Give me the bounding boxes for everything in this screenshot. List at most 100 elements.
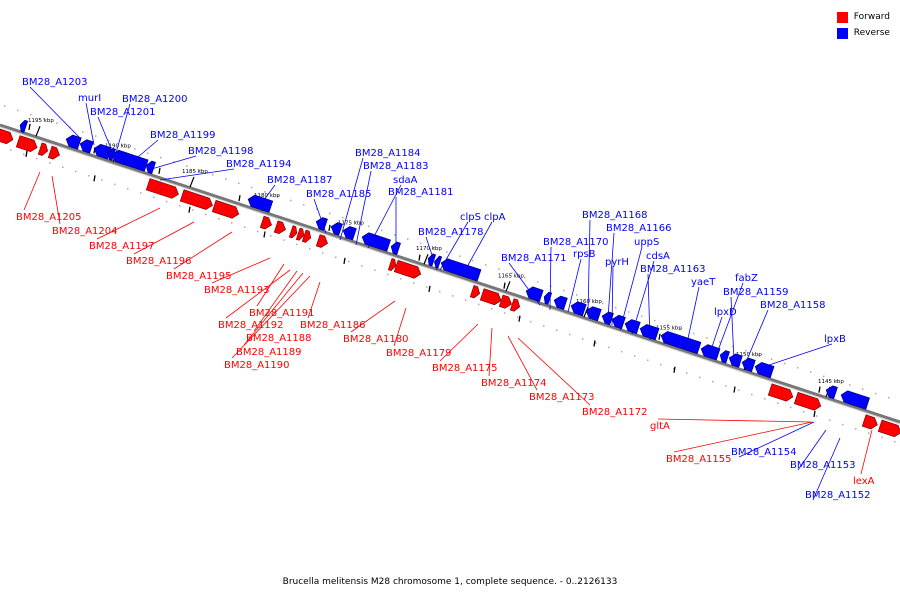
forward-gene-label: BM28_A1180 xyxy=(343,334,409,345)
track-dash xyxy=(343,257,346,264)
reverse-gene-arrow xyxy=(111,149,149,172)
reverse-gene-label: BM28_A1178 xyxy=(418,227,484,238)
leader-line xyxy=(393,307,407,347)
leader-line xyxy=(97,116,113,152)
track-dot xyxy=(498,268,500,270)
track-dot xyxy=(179,205,181,207)
track-dot xyxy=(173,161,175,163)
track-dot xyxy=(667,324,669,326)
leader-line xyxy=(23,171,41,211)
track-dot xyxy=(803,410,805,413)
legend-reverse-label: Reverse xyxy=(853,28,890,38)
reverse-gene-arrow xyxy=(315,217,328,231)
track-dot xyxy=(95,135,97,137)
forward-gene-arrow xyxy=(877,419,900,438)
track-dot xyxy=(82,131,84,133)
track-dot xyxy=(277,195,279,197)
track-dot xyxy=(517,316,519,319)
scale-tick-label: 1170 kbp xyxy=(416,246,442,252)
track-dot xyxy=(849,384,851,386)
track-dot xyxy=(725,385,727,387)
scale-tick-label: 1175 kbp xyxy=(338,221,364,227)
map-caption: Brucella melitensis M28 chromosome 1, co… xyxy=(282,577,618,587)
track-dot xyxy=(537,281,539,283)
leader-line xyxy=(115,103,131,154)
track-dash xyxy=(28,123,31,131)
track-dot xyxy=(212,173,214,176)
forward-gene-label: BM28_A1188 xyxy=(246,333,312,344)
forward-gene-arrow xyxy=(861,414,878,430)
leader-line xyxy=(439,323,479,362)
track-dot xyxy=(465,299,467,301)
track-dot xyxy=(225,178,227,180)
track-dot xyxy=(706,336,708,339)
track-dot xyxy=(504,312,506,314)
reverse-gene-arrow xyxy=(93,143,112,160)
track-dot xyxy=(836,379,838,382)
reverse-gene-label: BM28_A1168 xyxy=(582,210,648,221)
legend-reverse-swatch xyxy=(836,27,848,39)
track-dot xyxy=(862,388,864,390)
track-dot xyxy=(192,209,194,211)
leader-line xyxy=(549,246,552,311)
legend-forward: Forward xyxy=(836,9,890,25)
track-dot xyxy=(420,242,422,245)
forward-gene-label: BM28_A1190 xyxy=(224,360,290,371)
track-dot xyxy=(23,153,25,156)
leader-line xyxy=(607,232,615,319)
reverse-gene-arrow xyxy=(434,255,443,269)
track-dot xyxy=(244,226,246,229)
leader-line xyxy=(159,168,235,181)
track-dot xyxy=(30,113,32,116)
forward-gene-arrow xyxy=(509,298,521,312)
reverse-gene-label: BM28_A1185 xyxy=(306,189,372,200)
leader-line xyxy=(96,207,161,240)
forward-gene-arrow xyxy=(211,199,240,219)
track-dot xyxy=(43,118,45,120)
track-dot xyxy=(628,311,630,313)
track-dot xyxy=(888,397,890,399)
track-dot xyxy=(361,265,363,267)
reverse-gene-label: cdsA xyxy=(646,251,670,262)
reverse-gene-arrow xyxy=(601,311,614,326)
leader-line xyxy=(133,221,195,255)
track-dot xyxy=(264,191,266,193)
reverse-gene-label: BM28_A1194 xyxy=(226,159,292,170)
reverse-gene-label: clpS xyxy=(460,212,481,223)
track-dot xyxy=(491,308,493,310)
track-dot xyxy=(4,105,6,107)
track-dot xyxy=(621,350,623,353)
track-dot xyxy=(413,282,415,284)
reverse-gene-arrow xyxy=(840,390,870,410)
leader-line xyxy=(339,157,364,241)
track-dot xyxy=(771,358,773,360)
reverse-gene-arrow xyxy=(427,253,437,267)
track-dot xyxy=(322,252,324,254)
forward-gene-arrow xyxy=(47,145,60,160)
reverse-gene-arrow xyxy=(553,295,568,311)
track-dot xyxy=(732,345,734,348)
track-dot xyxy=(153,196,155,198)
track-dash xyxy=(25,150,28,158)
forward-gene-arrow xyxy=(767,383,794,402)
reverse-gene-label: BM28_A1159 xyxy=(723,287,789,298)
track-dot xyxy=(881,436,883,439)
track-dot xyxy=(88,175,90,177)
track-dot xyxy=(875,392,877,395)
forward-gene-arrow xyxy=(295,227,305,241)
forward-gene-arrow xyxy=(387,257,397,272)
track-dot xyxy=(283,239,285,241)
gene-labels: BM28_A1203 murI BM28_A1201 BM28_A1200 BM28_A… xyxy=(16,77,875,501)
track-dot xyxy=(433,246,435,249)
forward-gene-label: BM28_A1174 xyxy=(481,378,547,389)
forward-gene-label: BM28_A1192 xyxy=(218,320,284,331)
leader-line xyxy=(738,421,815,458)
track-dash xyxy=(813,410,816,418)
track-dot xyxy=(823,375,825,378)
reverse-gene-arrow xyxy=(660,331,702,355)
leader-line xyxy=(657,418,813,423)
track-dot xyxy=(387,273,389,276)
track-dot xyxy=(374,269,376,271)
track-dot xyxy=(10,149,12,151)
